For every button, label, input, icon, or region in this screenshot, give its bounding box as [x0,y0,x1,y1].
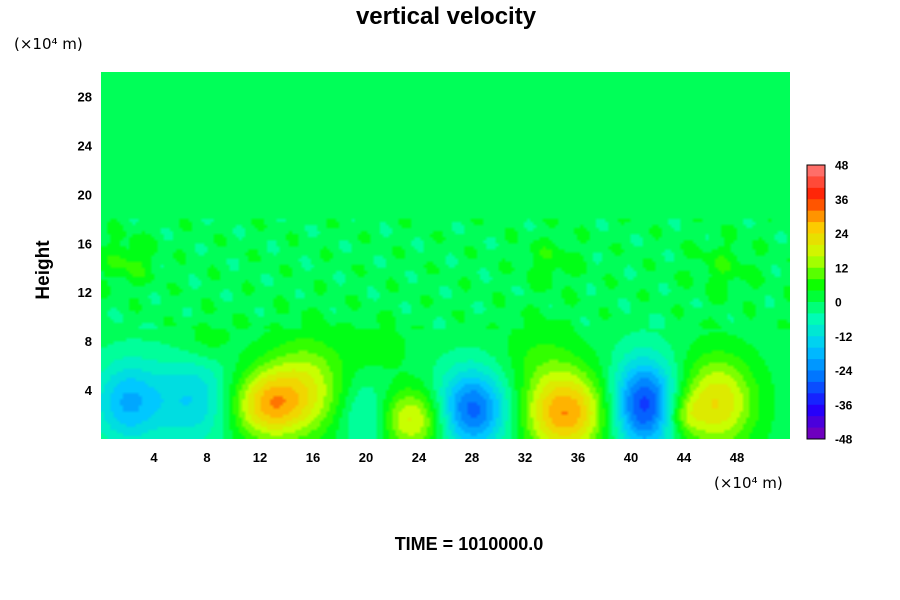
x-tick-label: 48 [730,450,744,465]
y-tick-label: 16 [78,236,92,251]
x-tick-label: 44 [677,450,692,465]
colorbar-swatch [807,370,825,383]
colorbar-tick-label: 12 [835,261,849,275]
colorbar-swatch [807,324,825,337]
colorbar-swatch [807,427,825,440]
y-tick-label: 8 [85,334,92,349]
time-label: TIME = 1010000.0 [395,534,544,554]
colorbar-tick-label: -48 [835,433,853,447]
y-tick-label: 20 [78,187,92,202]
colorbar-swatch [807,347,825,360]
colorbar: 48 36 24 12 0 -12 -24 -36 -48 [806,159,853,447]
colorbar-swatch [807,233,825,246]
x-tick-label: 20 [359,450,373,465]
colorbar-swatch [807,302,825,314]
y-axis-label: Height [33,240,54,300]
y-tick-label: 24 [78,138,93,153]
colorbar-tick-label: 0 [835,296,842,310]
colorbar-swatch [807,244,825,257]
x-tick-label: 36 [571,450,585,465]
x-tick-label: 40 [624,450,638,465]
y-axis: 4 8 12 16 20 24 28 [78,89,93,398]
colorbar-tick-label: 48 [835,159,849,173]
colorbar-tick-label: -12 [835,330,853,344]
colorbar-tick-label: -24 [835,364,853,378]
colorbar-swatch [807,359,825,371]
x-tick-label: 16 [306,450,320,465]
colorbar-swatch [807,256,825,269]
x-tick-label: 8 [203,450,210,465]
x-tick-label: 32 [518,450,532,465]
colorbar-swatch [807,336,825,349]
colorbar-swatch [807,176,825,189]
x-tick-label: 24 [412,450,427,465]
colorbar-frame [806,164,826,440]
colorbar-tick-label: 24 [835,227,849,241]
colorbar-swatch [807,290,825,303]
x-tick-label: 12 [253,450,267,465]
colorbar-swatch [807,210,825,223]
y-tick-label: 12 [78,285,92,300]
y-tick-label: 28 [78,89,92,104]
x-tick-label: 28 [465,450,479,465]
colorbar-tick-label: 36 [835,193,849,207]
x-tick-label: 4 [150,450,158,465]
colorbar-swatch [807,165,825,177]
velocity-field [101,72,790,439]
colorbar-swatch [807,279,825,291]
chart-title: vertical velocity [356,3,537,30]
colorbar-swatch [807,381,825,394]
colorbar-swatch [807,416,825,428]
colorbar-swatch [807,199,825,212]
colorbar-swatch [807,404,825,417]
colorbar-swatch [807,187,825,200]
y-tick-label: 4 [85,383,93,398]
x-axis: 4 8 12 16 20 24 28 32 36 40 44 48 [150,450,744,465]
colorbar-swatch [807,313,825,326]
y-unit-label: (×10⁴ m) [14,35,83,53]
x-unit-label: (×10⁴ m) [714,474,783,492]
colorbar-swatch [807,267,825,280]
colorbar-swatch [807,393,825,406]
colorbar-swatch [807,222,825,234]
colorbar-tick-label: -36 [835,398,853,412]
